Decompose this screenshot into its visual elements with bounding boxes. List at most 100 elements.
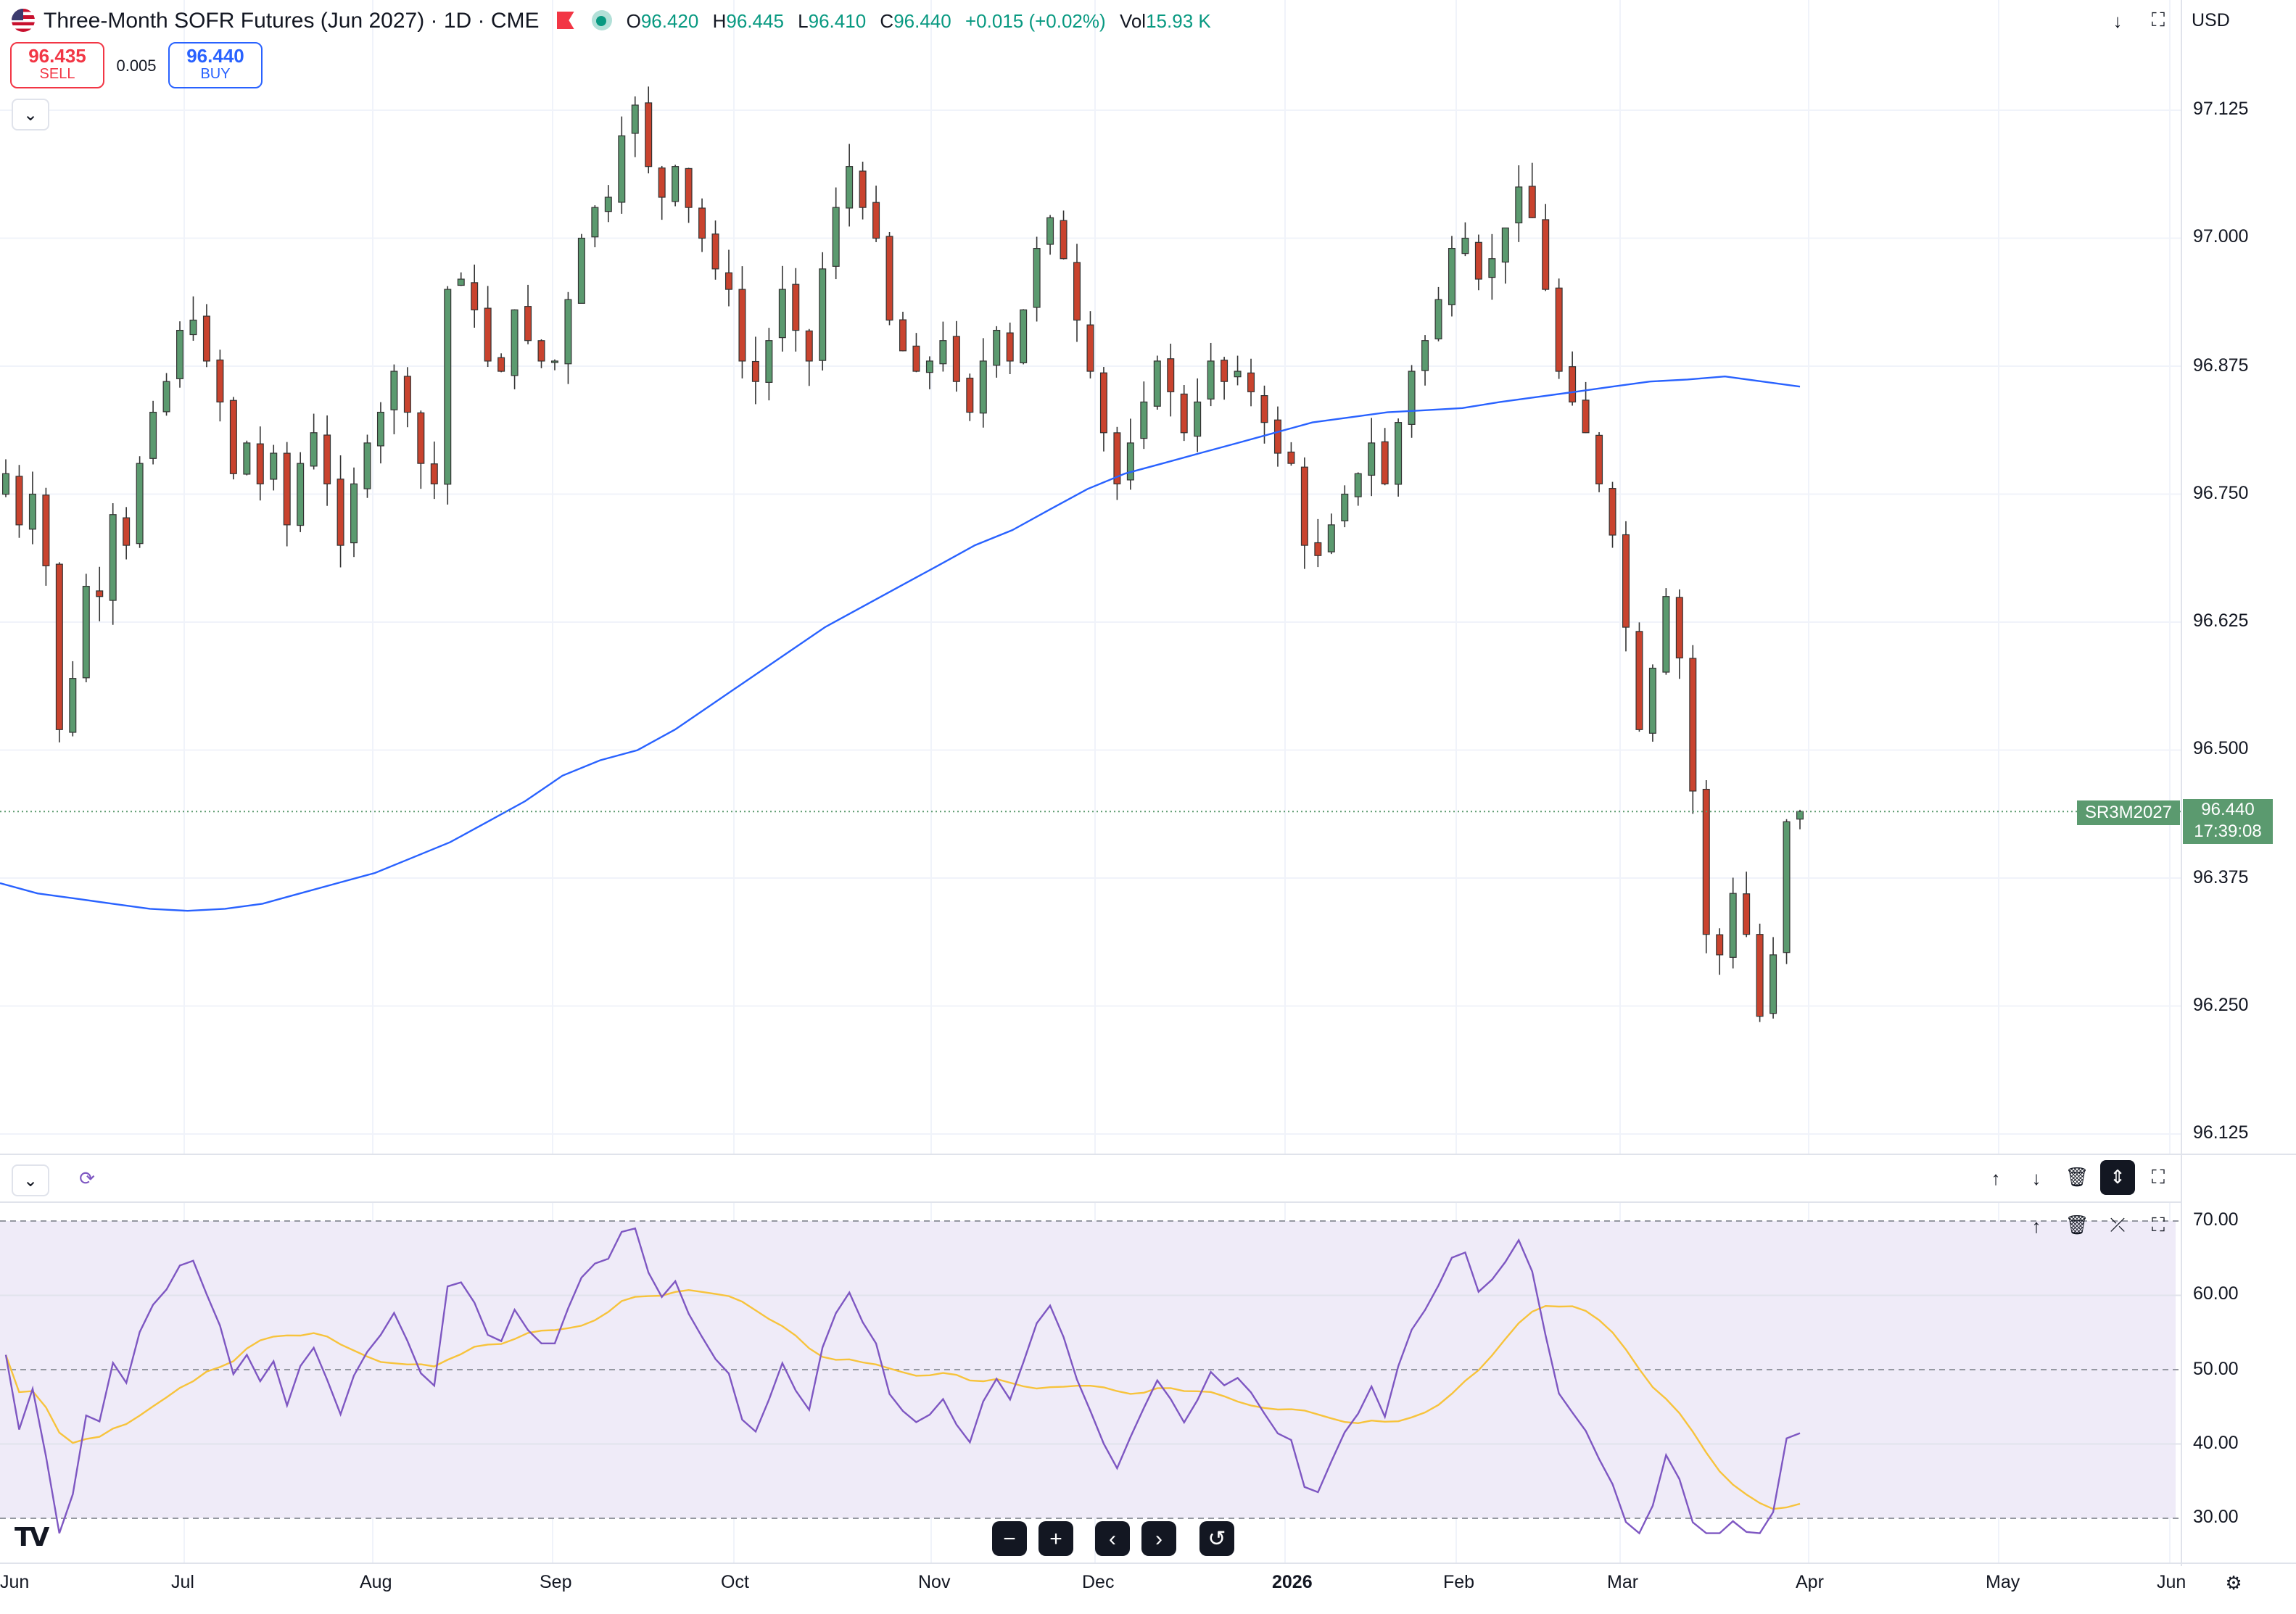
candle — [55, 562, 63, 742]
candle-body — [310, 432, 318, 467]
rsi-move-up-button[interactable]: ↑ — [2019, 1208, 2054, 1243]
candle-body — [550, 360, 558, 363]
last-price-value: 96.440 — [2201, 799, 2255, 819]
legend: Three-Month SOFR Futures (Jun 2027) · 1D… — [12, 6, 1220, 35]
candle-body — [430, 463, 438, 484]
flag-icon[interactable] — [556, 12, 574, 29]
expand-icon: ⇕ — [2110, 1166, 2126, 1188]
candle-body — [604, 196, 612, 212]
candle-body — [1542, 219, 1550, 290]
maximize-button[interactable]: ⛶ — [2141, 3, 2176, 38]
buy-button[interactable]: 96.440 BUY — [168, 42, 263, 88]
scroll-right-button[interactable]: › — [1141, 1521, 1176, 1556]
candle — [564, 291, 572, 384]
time-axis-label: Nov — [918, 1572, 951, 1592]
market-status-icon[interactable] — [591, 10, 612, 30]
candle-body — [297, 463, 305, 526]
candle-body — [1474, 241, 1482, 280]
candle — [658, 165, 666, 220]
zoom-in-button[interactable]: + — [1038, 1521, 1073, 1556]
ohlc-values: O96.420 H96.445 L96.410 C96.440 +0.015 (… — [626, 9, 1211, 31]
candle-body — [1421, 340, 1429, 371]
scroll-left-button[interactable]: ‹ — [1095, 1521, 1130, 1556]
zoom-out-button[interactable]: − — [992, 1521, 1027, 1556]
candle — [28, 471, 36, 545]
expand-pane-button[interactable]: ⇕ — [2100, 1160, 2135, 1195]
move-pane-up-button[interactable]: ↑ — [1978, 1160, 2013, 1195]
price-axis-label: 96.750 — [2193, 482, 2249, 503]
symbol-title[interactable]: Three-Month SOFR Futures (Jun 2027) · 1D… — [44, 8, 540, 33]
candle-body — [1689, 658, 1697, 792]
candle-body — [1635, 631, 1643, 730]
rsi-delete-button[interactable]: 🗑 — [2060, 1208, 2094, 1243]
candle — [1086, 311, 1094, 378]
candle — [1689, 645, 1697, 814]
time-axis-label: Oct — [721, 1572, 749, 1592]
indicator-collapse-button[interactable]: ⌄ — [12, 1164, 49, 1196]
maximize-pane-button[interactable]: ⛶ — [2141, 1160, 2176, 1195]
candle — [1260, 385, 1268, 444]
rsi-maximize-button[interactable]: ⛶ — [2141, 1208, 2176, 1243]
candle-body — [1300, 466, 1308, 546]
candle — [1702, 779, 1710, 953]
rsi-line — [4, 1227, 1801, 1535]
candle-body — [1234, 371, 1242, 378]
candle — [1609, 481, 1616, 548]
candle-body — [1381, 441, 1389, 484]
candle — [1341, 485, 1349, 528]
rsi-axis-label: 60.00 — [2193, 1283, 2239, 1304]
candle — [1073, 244, 1081, 342]
candle — [1421, 335, 1429, 386]
rsi-collapse-button[interactable]: ⤫ — [2100, 1208, 2135, 1243]
candle — [149, 400, 157, 465]
candle — [751, 336, 759, 405]
candle — [1140, 381, 1148, 450]
candle-body — [1, 473, 10, 495]
trash-icon: 🗑 — [2065, 1166, 2089, 1188]
candle-body — [885, 236, 893, 321]
time-axis-label: Jun — [0, 1572, 30, 1592]
candle — [846, 144, 854, 227]
candle-body — [1648, 667, 1656, 734]
candle-body — [511, 309, 519, 376]
indicator-refresh-icon[interactable]: ⟳ — [79, 1167, 95, 1189]
price-axis-label: 96.500 — [2193, 738, 2249, 759]
candle-body — [1354, 473, 1362, 497]
candle-body — [229, 400, 237, 474]
candle-body — [417, 412, 425, 464]
candle — [979, 338, 987, 428]
candle-body — [390, 371, 398, 410]
countdown-value: 17:39:08 — [2194, 821, 2262, 841]
candle — [1395, 418, 1403, 497]
delete-pane-button[interactable]: 🗑 — [2060, 1160, 2094, 1195]
sell-button[interactable]: 96.435 SELL — [10, 42, 104, 88]
download-button[interactable]: ↓ — [2100, 3, 2135, 38]
time-axis-label: Jul — [171, 1572, 194, 1592]
candle — [1635, 622, 1643, 732]
chart-settings-button[interactable]: ⚙ — [2216, 1566, 2251, 1601]
candle — [162, 373, 170, 416]
candle — [1408, 365, 1416, 438]
reset-chart-button[interactable]: ↺ — [1199, 1521, 1234, 1556]
candle — [1381, 428, 1389, 486]
candle-body — [1555, 287, 1563, 372]
candle — [1247, 358, 1255, 407]
candle-body — [96, 590, 104, 597]
candle — [1113, 426, 1121, 500]
candle — [765, 328, 773, 401]
candle — [685, 167, 693, 223]
candle-body — [805, 330, 813, 362]
candle-body — [82, 585, 90, 679]
move-pane-down-button[interactable]: ↓ — [2019, 1160, 2054, 1195]
candle-body — [872, 202, 880, 239]
collapse-legend-button[interactable]: ⌄ — [12, 99, 49, 131]
candle — [444, 286, 452, 505]
candle-body — [109, 514, 117, 601]
candle — [96, 566, 104, 621]
candle-body — [658, 167, 666, 198]
time-axis-label: Dec — [1082, 1572, 1115, 1592]
currency-selector[interactable]: USD — [2192, 10, 2230, 30]
rsi-axis-label: 30.00 — [2193, 1507, 2239, 1527]
candle-body — [631, 104, 639, 134]
